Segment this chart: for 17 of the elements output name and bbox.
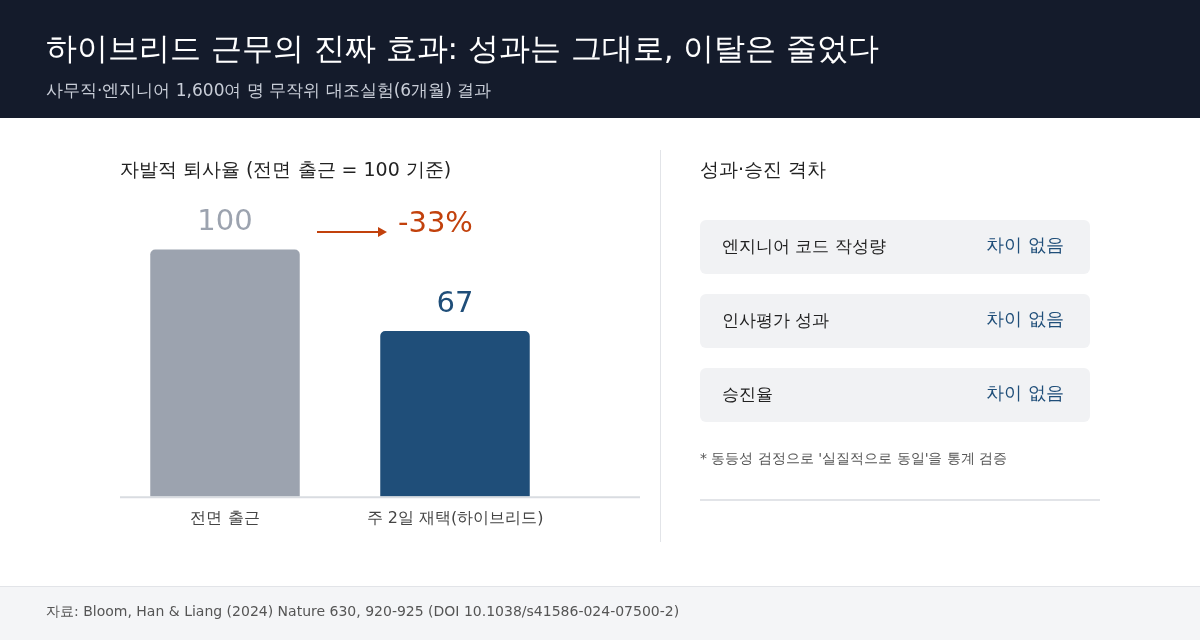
data-label: 100 xyxy=(197,203,253,238)
category-label: 승진율 xyxy=(722,383,773,406)
text: 차이 없음 xyxy=(986,382,1064,403)
x-tick-label: 전면 출근 xyxy=(190,507,260,527)
category-label: 엔지니어 코드 작성량 xyxy=(722,235,886,258)
text: -33% xyxy=(398,205,473,239)
text: 자발적 퇴사율 (전면 출근 = 100 기준) xyxy=(120,157,452,182)
text: 차이 없음 xyxy=(986,308,1064,329)
category-label: 인사평가 성과 xyxy=(722,309,830,332)
chart-subtitle: 사무직·엔지니어 1,600여 명 무작위 대조실험(6개월) 결과 xyxy=(46,79,492,102)
x-tick-label: 주 2일 재택(하이브리드) xyxy=(366,507,544,527)
data-label: 67 xyxy=(436,285,474,320)
chart-title: 하이브리드 근무의 진짜 효과: 성과는 그대로, 이탈은 줄었다 xyxy=(46,29,880,68)
text: * 동등성 검정으로 '실질적으로 동일'을 통계 검증 xyxy=(700,450,1008,468)
text: 성과·승진 격차 xyxy=(700,157,827,182)
text: 자료: Bloom, Han & Liang (2024) Nature 630, 920-925 (DOI 10.1038/s41586-024-07500-2) xyxy=(46,603,680,621)
text: 차이 없음 xyxy=(986,234,1064,255)
